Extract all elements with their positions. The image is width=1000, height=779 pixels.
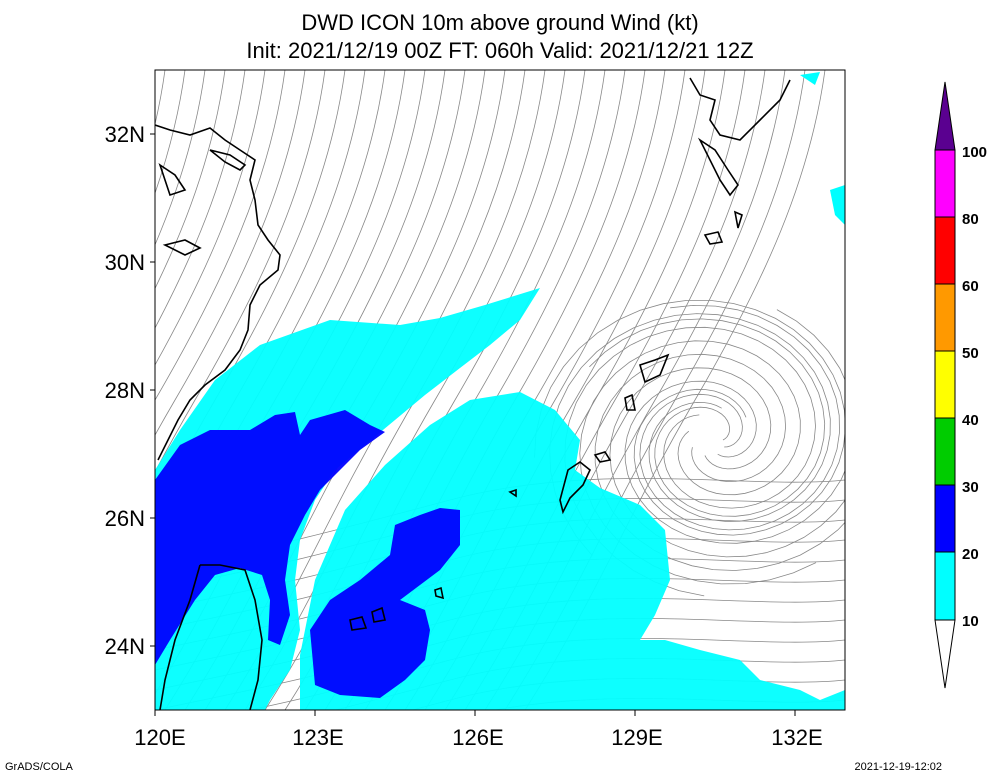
lat-label: 30N [105, 250, 145, 275]
colorbar-label: 100 [962, 144, 987, 161]
lat-label: 26N [105, 506, 145, 531]
wind-band-10-20 [830, 185, 845, 225]
streamline [155, 70, 206, 246]
coastlines [155, 77, 791, 710]
streamline [624, 309, 845, 544]
wind-band-20-30 [310, 508, 460, 698]
streamline [589, 318, 826, 517]
colorbar-label: 10 [962, 613, 979, 630]
streamline [549, 313, 831, 556]
colorbar-label: 20 [962, 546, 979, 563]
streamline [594, 353, 845, 571]
wind-band-10-20 [300, 392, 845, 710]
map-title: DWD ICON 10m above ground Wind (kt) [301, 10, 699, 35]
colorbar-label: 50 [962, 345, 979, 362]
streamline [639, 304, 840, 531]
footer-credit: GrADS/COLA [5, 761, 73, 773]
lon-label: 129E [611, 725, 662, 750]
map-subtitle: Init: 2021/12/19 00Z FT: 060h Valid: 202… [246, 38, 754, 63]
wind-band-20-30 [155, 410, 385, 665]
streamline [155, 70, 266, 366]
footer-timestamp: 2021-12-19-12:02 [854, 761, 942, 773]
colorbar-label: 30 [962, 479, 979, 496]
streamline [155, 70, 326, 473]
lon-label: 126E [452, 725, 503, 750]
wind-band-10-20 [800, 72, 820, 85]
lon-label: 123E [292, 725, 343, 750]
colorbar [934, 81, 956, 689]
lon-label: 132E [771, 725, 822, 750]
streamline [155, 70, 286, 401]
streamline [534, 300, 845, 536]
streamline [155, 70, 226, 290]
colorbar-label: 60 [962, 278, 979, 295]
lat-label: 24N [105, 634, 145, 659]
lon-label: 120E [134, 725, 185, 750]
axis-ticks [150, 133, 796, 716]
lat-label: 32N [105, 122, 145, 147]
lat-label: 28N [105, 378, 145, 403]
colorbar-label: 80 [962, 211, 979, 228]
streamline [155, 70, 246, 330]
wind-band-10-20 [155, 288, 540, 710]
streamline [155, 70, 306, 436]
colorbar-label: 40 [962, 412, 979, 429]
streamline [609, 367, 845, 558]
